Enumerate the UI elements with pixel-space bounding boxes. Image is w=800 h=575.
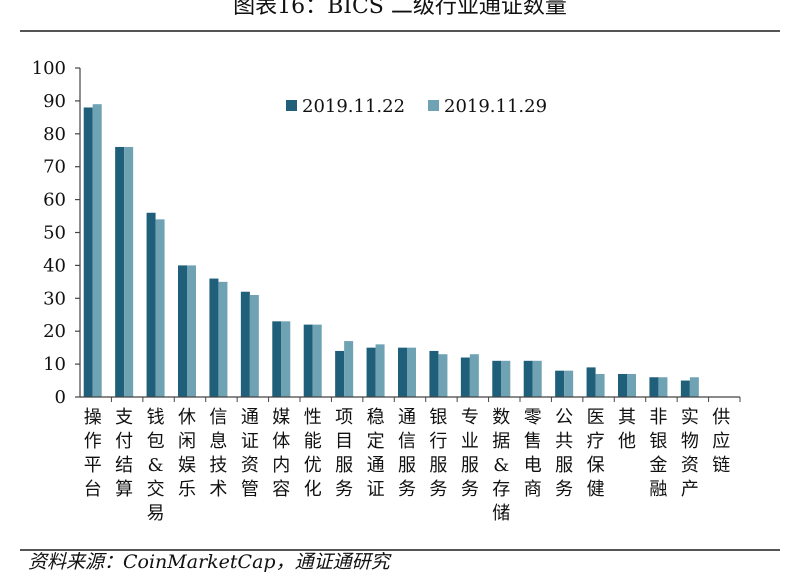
x-tick-label: 银行服务 [429,407,447,500]
bar-1 [618,373,627,397]
bar-2 [187,265,196,397]
legend-label: 2019.11.29 [444,96,547,117]
x-tick-label: 专业服务 [461,407,479,500]
y-tick-label: 10 [43,354,66,375]
x-tick-label: 零售电商 [524,407,542,500]
bar-2 [281,321,291,397]
y-tick-label: 80 [43,124,66,145]
y-tick-label: 50 [43,223,66,244]
bar-2 [218,281,228,397]
x-tick-label: 性能优化 [304,407,322,500]
bar-1 [115,146,125,397]
bottom-rule [20,549,780,551]
y-tick-label: 70 [43,157,66,178]
bar-1 [460,357,470,397]
legend-swatch [428,100,439,111]
y-tick-label: 100 [32,58,66,79]
bar-2 [155,219,165,397]
y-tick-label: 20 [43,321,66,342]
bar-1 [366,347,376,397]
bar-1 [586,367,596,397]
x-tick-label: 操作平台 [84,407,102,500]
bar-2 [92,104,102,397]
bar-1 [398,347,407,397]
bars [83,104,699,397]
x-tick-label: 其他 [618,407,636,452]
bar-1 [209,278,219,397]
y-axis: 0 10 20 30 40 50 60 70 80 90 100 [32,58,81,408]
y-tick-label: 30 [43,288,66,309]
bar-2 [312,324,322,397]
x-tick-label: 通信服务 [398,407,416,500]
x-tick-label: 非银金融 [649,407,667,500]
bar-1 [649,377,659,397]
bar-1 [303,324,313,397]
bar-1 [523,360,533,397]
bar-2 [564,370,574,397]
x-tick-label: 公共服务 [555,407,573,500]
x-tick-label: 医疗保健 [587,407,605,500]
bar-1 [492,360,502,397]
x-tick-label: 钱包&交易 [147,407,165,524]
legend: 2019.11.22 2019.11.29 [286,96,547,117]
bar-1 [680,380,690,397]
x-tick-label: 供应链 [712,407,730,476]
x-axis: 操作平台支付结算钱包&交易休闲娱乐信息技术通证资管媒体内容性能优化项目服务稳定通… [80,396,741,524]
x-tick-label: 信息技术 [209,407,227,500]
top-rule [20,30,780,32]
x-tick-label: 数据&存储 [492,407,510,524]
bar-2 [438,354,448,397]
legend-swatch [286,100,297,111]
y-tick-label: 40 [43,255,66,276]
x-tick-label: 休闲娱乐 [178,407,196,500]
legend-label: 2019.11.22 [302,96,405,117]
bar-2 [407,347,416,397]
bar-1 [335,350,345,397]
bar-1 [83,107,93,397]
bar-1 [555,370,565,397]
x-tick-label: 实物资产 [681,407,699,500]
chart-title: 图表16：BICS 二级行业通证数量 [233,0,567,19]
bar-2 [344,341,354,397]
bar-1 [240,291,250,397]
bar-chart: 0 10 20 30 40 50 60 70 80 90 100 操作平台支付结算钱包&交易休闲娱乐… [32,58,741,524]
bar-2 [501,360,511,397]
bar-1 [429,350,439,397]
bar-2 [249,295,259,397]
bar-2 [532,360,542,397]
x-tick-label: 项目服务 [335,407,353,500]
bar-2 [469,354,479,397]
bar-2 [658,377,668,397]
y-tick-label: 0 [55,387,66,408]
x-tick-label: 通证资管 [241,407,259,500]
source-note: 资料来源：CoinMarketCap，通证通研究 [28,551,390,573]
bar-2 [595,373,605,397]
bar-1 [178,265,187,397]
bar-2 [375,344,385,397]
x-tick-label: 稳定通证 [367,407,385,500]
bar-1 [272,321,282,397]
y-tick-label: 90 [43,91,66,112]
bar-2 [689,377,699,397]
y-tick-label: 60 [43,190,66,211]
bar-2 [627,373,636,397]
bar-2 [124,146,134,397]
x-tick-label: 媒体内容 [272,407,290,500]
bar-1 [146,212,156,397]
x-tick-label: 支付结算 [115,407,133,500]
